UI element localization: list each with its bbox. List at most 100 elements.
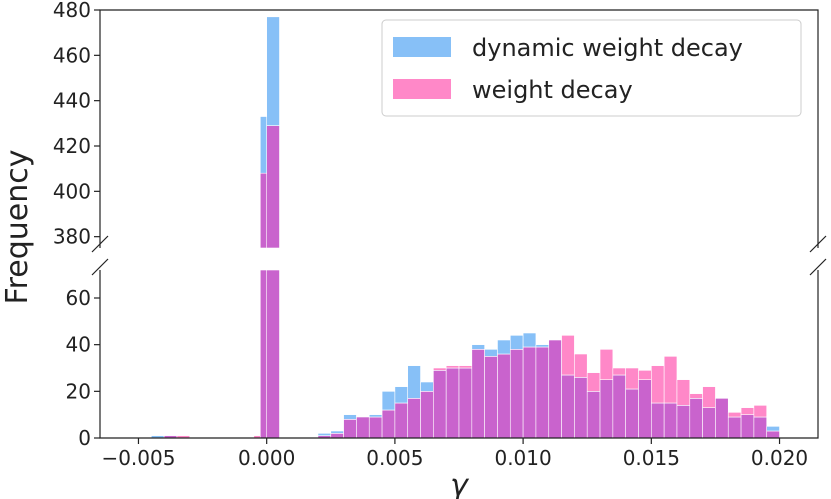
x-axis-label: γ xyxy=(450,468,470,499)
bar-overlap xyxy=(343,419,357,439)
axis-break-marks xyxy=(91,235,827,276)
y-tick-label: 460 xyxy=(53,43,91,67)
x-tick-label: 0.010 xyxy=(494,446,551,470)
legend: dynamic weight decay weight decay xyxy=(381,19,802,117)
legend-label-weight-decay: weight decay xyxy=(472,76,633,104)
bar-overlap xyxy=(638,379,652,439)
bar-dynamic xyxy=(394,386,409,404)
legend-label-dynamic-weight-decay: dynamic weight decay xyxy=(472,34,743,62)
bar-overlap xyxy=(394,402,409,439)
x-tick-label: 0.005 xyxy=(366,446,423,470)
bar-weight-decay xyxy=(651,365,665,404)
lower-panel-bars xyxy=(150,269,780,439)
bar-dynamic xyxy=(317,433,332,436)
upper-panel-bars xyxy=(259,16,280,249)
y-tick-label: 380 xyxy=(53,225,91,249)
bar-overlap xyxy=(381,409,396,439)
legend-swatch-weight-decay xyxy=(393,79,451,99)
bar-dynamic xyxy=(484,349,498,357)
bar-overlap xyxy=(663,402,678,439)
bar-dynamic xyxy=(381,391,396,411)
bar-weight-decay xyxy=(625,367,639,390)
bar-dynamic xyxy=(766,426,780,432)
bar-overlap xyxy=(535,346,550,439)
y-tick-label: 20 xyxy=(66,379,91,403)
bar-weight-decay xyxy=(702,386,716,408)
y-tick-label: 60 xyxy=(66,286,91,310)
bar-overlap xyxy=(753,416,768,439)
bar-overlap xyxy=(766,430,780,439)
bar-dynamic xyxy=(522,332,537,348)
bar-overlap xyxy=(561,374,575,439)
x-tick-label: 0.020 xyxy=(751,446,808,470)
bar-weight-decay xyxy=(612,367,626,376)
bar-weight-decay xyxy=(599,349,614,380)
y-tick-label: 40 xyxy=(66,333,91,357)
bar-overlap xyxy=(445,367,460,439)
y-tick-label: 480 xyxy=(53,0,91,22)
legend-swatch-dynamic-weight-decay xyxy=(393,37,451,57)
bar-overlap xyxy=(651,402,665,439)
bar-weight-decay xyxy=(727,412,742,418)
lower-panel-frame xyxy=(99,270,819,439)
bar-dynamic xyxy=(420,381,434,392)
bar-overlap xyxy=(266,269,280,439)
bar-overlap xyxy=(625,388,639,439)
bar-overlap xyxy=(484,356,498,439)
bar-dynamic xyxy=(535,344,550,348)
upper-y-ticks: 380 400 420 440 460 480 xyxy=(53,0,100,249)
bar-weight-decay xyxy=(433,367,447,371)
bar-overlap xyxy=(420,391,434,439)
bar-overlap xyxy=(497,353,511,439)
bar-overlap xyxy=(330,433,344,439)
y-tick-label: 420 xyxy=(53,134,91,158)
bar-overlap xyxy=(407,398,421,439)
bar-dynamic xyxy=(497,339,511,355)
lower-y-ticks: 0 20 40 60 xyxy=(66,286,100,450)
bar-overlap xyxy=(458,367,473,439)
bar-overlap xyxy=(702,407,716,439)
bar-weight-decay xyxy=(445,365,460,369)
x-tick-label: 0.000 xyxy=(238,446,295,470)
bar-overlap xyxy=(522,346,537,439)
bar-dynamic xyxy=(266,16,280,126)
bar-dynamic xyxy=(407,365,421,399)
y-axis-label: Frequency xyxy=(0,150,35,305)
bar-dynamic xyxy=(368,414,383,418)
bar-overlap xyxy=(689,398,703,439)
bar-overlap xyxy=(599,379,614,439)
bar-overlap xyxy=(356,416,370,439)
bar-overlap xyxy=(727,416,742,439)
bar-dynamic xyxy=(471,344,485,350)
bar-dynamic xyxy=(330,430,344,434)
bar-weight-decay xyxy=(586,372,601,392)
bar-weight-decay xyxy=(561,335,575,376)
bar-weight-decay xyxy=(676,379,691,406)
bar-weight-decay xyxy=(689,393,703,399)
x-tick-label: 0.015 xyxy=(623,446,680,470)
x-ticks: −0.005 0.000 0.005 0.010 0.015 0.020 xyxy=(101,438,808,470)
bar-weight-decay xyxy=(740,407,755,415)
bar-overlap xyxy=(715,398,729,439)
y-tick-label: 0 xyxy=(78,426,91,450)
bar-dynamic xyxy=(343,414,357,420)
bar-overlap xyxy=(266,125,280,249)
bar-overlap xyxy=(574,377,588,439)
bar-overlap xyxy=(509,349,524,439)
bar-overlap xyxy=(740,414,755,439)
y-tick-label: 400 xyxy=(53,179,91,203)
x-tick-label: −0.005 xyxy=(101,446,175,470)
bar-dynamic xyxy=(509,335,524,350)
bar-weight-decay xyxy=(574,353,588,378)
y-tick-label: 440 xyxy=(53,89,91,113)
upper-panel-frame xyxy=(99,9,819,248)
bar-overlap xyxy=(548,339,562,439)
bar-weight-decay xyxy=(638,370,652,380)
bar-weight-decay xyxy=(663,356,678,404)
bar-overlap xyxy=(586,391,601,439)
bar-weight-decay xyxy=(753,405,768,418)
bar-overlap xyxy=(676,405,691,439)
legend-box xyxy=(381,19,802,117)
bar-overlap xyxy=(612,374,626,439)
